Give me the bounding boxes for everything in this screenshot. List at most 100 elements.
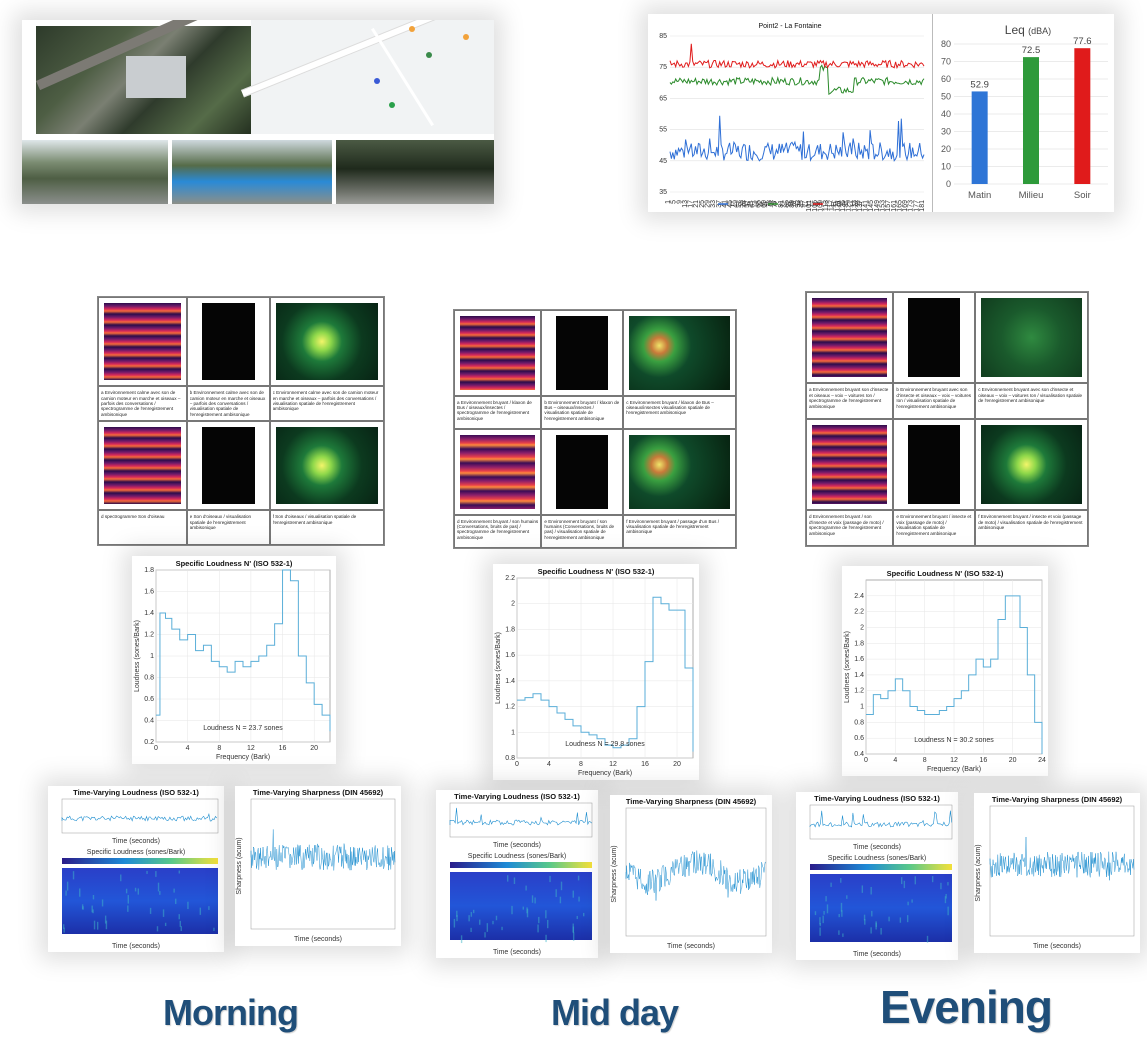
sl-xlabel: Frequency (Bark) [927,766,981,773]
table-image-cell [454,310,542,396]
spatial-visualization-image [201,303,255,381]
spatial-visualization-image [629,316,730,390]
sl-x-tick: 16 [279,745,287,752]
line-x-tick: 93 [795,200,802,208]
table-caption: d Environnement bruyant / son d'insecte … [809,514,884,536]
table-caption-cell: f Son d'oiseaux / visualisation spatiale… [269,510,384,545]
table-caption: c Environnement calme avec son de camion… [272,390,379,412]
line-series-0 [669,115,925,162]
specific-loudness-chart-midday: Specific Loudness N' (ISO 532-1) 0.8 1 1.2 1… [495,567,694,777]
line-x-tick: 5 [671,200,678,204]
sl-y-tick: 1.2 [854,688,864,695]
sl-x-tick: 16 [641,761,649,768]
leq-line-chart: Point2 - La Fontaine 3545556575851591317… [659,23,926,212]
time-varying-card-morning: Time-Varying Loudness (ISO 532-1) Time (s… [48,786,224,952]
specific-loudness-subtitle: Specific Loudness (sones/Bark) [87,849,185,856]
street-map [241,20,494,134]
spectrogram-image [104,303,181,381]
bar-category-label: Matin [968,190,991,201]
table-caption-cell: f Environnement bruyant / passage d'un B… [623,514,736,548]
sharpness-card-evening: Time-Varying Sharpness (DIN 45692) Sharpn… [974,793,1140,953]
table-caption: a Environnement bruyant / klaxon de Bus … [457,399,532,421]
bar-value-label: 52.9 [970,79,989,90]
bar-y-tick: 0 [946,179,951,189]
table-image-cell [186,297,270,387]
specific-loudness-curve [866,595,1043,754]
photo-3 [336,140,494,204]
sl-x-tick: 4 [186,745,190,752]
specific-loudness-card-midday: Specific Loudness N' (ISO 532-1) 0.8 1 1.2 1… [493,564,699,780]
sl-y-tick: 1 [150,653,154,660]
spectrogram-image [104,427,181,505]
sl-y-tick: 1.6 [505,652,515,659]
legend-entry: L (dBA) 11am [780,201,823,208]
map-pin-icon [409,26,415,32]
line-x-tick: 81 [778,200,785,208]
sl-ylabel: Loudness (sones/Bark) [134,620,141,692]
line-y-tick: 75 [659,64,667,71]
sl-y-tick: 0.8 [144,675,154,682]
table-caption-cell: e Environnement bruyant / son humains (C… [541,514,624,548]
loudness-trace [809,810,952,828]
colorbar [810,864,952,870]
table-image-cell [98,297,187,387]
specific-loudness-title: Specific Loudness N' (ISO 532-1) [538,567,655,576]
bar-category-label: Milieu [1019,190,1044,201]
table-caption: c Environnement bruyant / klaxon de Bus … [626,399,714,416]
table-image-cell [98,421,187,511]
specific-loudness-title: Specific Loudness N' (ISO 532-1) [176,559,293,568]
line-y-tick: 45 [659,158,667,165]
spectrogram-image [812,425,888,505]
sharpness-trace [989,836,1135,881]
sl-y-tick: 1 [511,729,515,736]
table-caption: e Environnement bruyant / insecte et voi… [896,514,972,536]
map-pin-icon [463,34,469,40]
line-x-tick: 113 [823,200,830,211]
table-caption-cell: b Environnement calme avec son de camion… [186,386,270,421]
bar-category-label: Soir [1074,190,1091,201]
sl-y-tick: 0.6 [144,696,154,703]
sl-y-tick: 2 [860,624,864,631]
sl-y-tick: 1.6 [144,589,154,596]
sl-y-tick: 1.8 [144,567,154,574]
map-pin-icon [426,52,432,58]
table-caption: f Environnement bruyant / passage d'un B… [626,518,719,535]
sl-y-tick: 0.4 [854,751,864,758]
line-x-tick: 69 [761,200,768,208]
line-x-tick: 29 [705,200,712,208]
table-image-cell [975,419,1088,511]
line-x-tick: 121 [834,200,841,212]
table-caption-cell: c Environnement bruyant avec son d'insec… [975,383,1088,419]
line-x-tick: 169 [902,200,909,212]
table-caption: d spectrogramme Son d'oiseau [101,514,165,520]
sl-y-tick: 2.4 [854,593,864,600]
table-caption-cell: e Environnement bruyant / insecte et voi… [893,510,976,546]
bar-chart-title-unit: (dBA) [1028,26,1051,36]
line-x-tick: 177 [913,200,920,212]
time-axis-label: Time (seconds) [112,943,160,950]
map-pin-icon [389,102,395,108]
bar-y-tick: 60 [941,74,951,84]
period-label-midday: Mid day [551,992,679,1033]
line-x-tick: 109 [817,200,824,212]
sl-y-tick: 1.6 [854,656,864,663]
line-y-tick: 35 [659,189,667,196]
sl-x-tick: 8 [217,745,221,752]
table-image-cell [186,421,270,511]
specific-loudness-curve [517,596,694,752]
line-x-tick: 85 [784,200,791,208]
sl-y-tick: 1.8 [854,640,864,647]
sl-x-tick: 0 [864,757,868,764]
sl-x-tick: 4 [547,761,551,768]
table-caption-cell: a Environnement bruyant son d'insecte et… [806,383,894,419]
sl-y-tick: 1.2 [144,632,154,639]
loudness-annotation: Loudness N = 23.7 sones [203,725,283,732]
specific-loudness-heatmap [450,872,592,940]
line-x-tick: 89 [789,200,796,208]
sl-x-tick: 0 [515,761,519,768]
time-axis-label: Time (seconds) [667,943,715,950]
time-varying-loudness-chart: Time-Varying Loudness (ISO 532-1) Time (s… [809,794,953,958]
line-x-tick: 97 [800,200,807,208]
sl-ylabel: Loudness (sones/Bark) [495,632,502,704]
sl-xlabel: Frequency (Bark) [578,770,632,777]
